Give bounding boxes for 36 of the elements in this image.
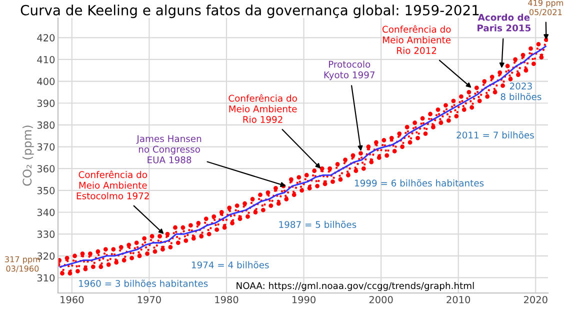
y-tick-label: 340 xyxy=(37,208,55,216)
text: 317 ppm 03/1960 xyxy=(5,256,40,272)
annotation: 2011 = 7 bilhões xyxy=(456,131,534,139)
y-tick-label: 400 xyxy=(37,78,55,86)
annotation: Conferência do Meio Ambiente Estocolmo 1972 xyxy=(76,170,149,200)
annotation: Acordo de Paris 2015 xyxy=(478,14,531,32)
x-tick-label: 1960 xyxy=(60,296,84,304)
y-tick-label: 350 xyxy=(37,186,55,194)
y-tick-label: 420 xyxy=(37,34,55,42)
annotation: 2023 8 bilhões xyxy=(500,82,542,100)
annotation: Conferência do Meio Ambiente Rio 1992 xyxy=(228,94,297,123)
x-tick-label: 2000 xyxy=(369,296,393,304)
y-axis-title: CO₂ (ppm) xyxy=(22,126,34,186)
y-tick-label: 330 xyxy=(37,230,55,238)
x-tick-label: 2010 xyxy=(446,296,470,304)
annotation: Conferência do Meio Ambiente Rio 2012 xyxy=(382,25,451,54)
x-tick-label: 1980 xyxy=(215,296,238,304)
x-tick-label: 1990 xyxy=(292,296,316,304)
annotation: 1987 = 5 bilhões xyxy=(279,220,356,228)
chart-title: Curva de Keeling e alguns fatos da governança global: 1959-2021 xyxy=(20,4,479,18)
x-tick-label: 2020 xyxy=(524,296,548,304)
annotation: James Hansen no Congresso EUA 1988 xyxy=(136,135,202,164)
annotation: 1999 = 6 bilhões habitantes xyxy=(355,179,484,187)
annotation: Protocolo Kyoto 1997 xyxy=(324,60,374,80)
annotation: 1960 = 3 bilhões habitantes xyxy=(79,280,208,287)
x-tick-label: 1970 xyxy=(138,296,161,304)
annotation: 1974 = 4 bilhões xyxy=(192,261,269,268)
y-tick-label: 380 xyxy=(37,121,55,129)
annotation: 419 ppm 05/2021 xyxy=(528,0,563,16)
y-tick-label: 360 xyxy=(37,165,55,172)
annotation: NOAA: https://gml.noaa.gov/ccgg/trends/graph.html xyxy=(236,282,474,291)
y-tick-label: 410 xyxy=(37,56,55,64)
y-tick-label: 370 xyxy=(37,143,55,151)
y-tick-label: 390 xyxy=(37,100,55,107)
y-tick-label: 310 xyxy=(37,274,55,282)
y-tick-label: 320 xyxy=(37,252,55,260)
